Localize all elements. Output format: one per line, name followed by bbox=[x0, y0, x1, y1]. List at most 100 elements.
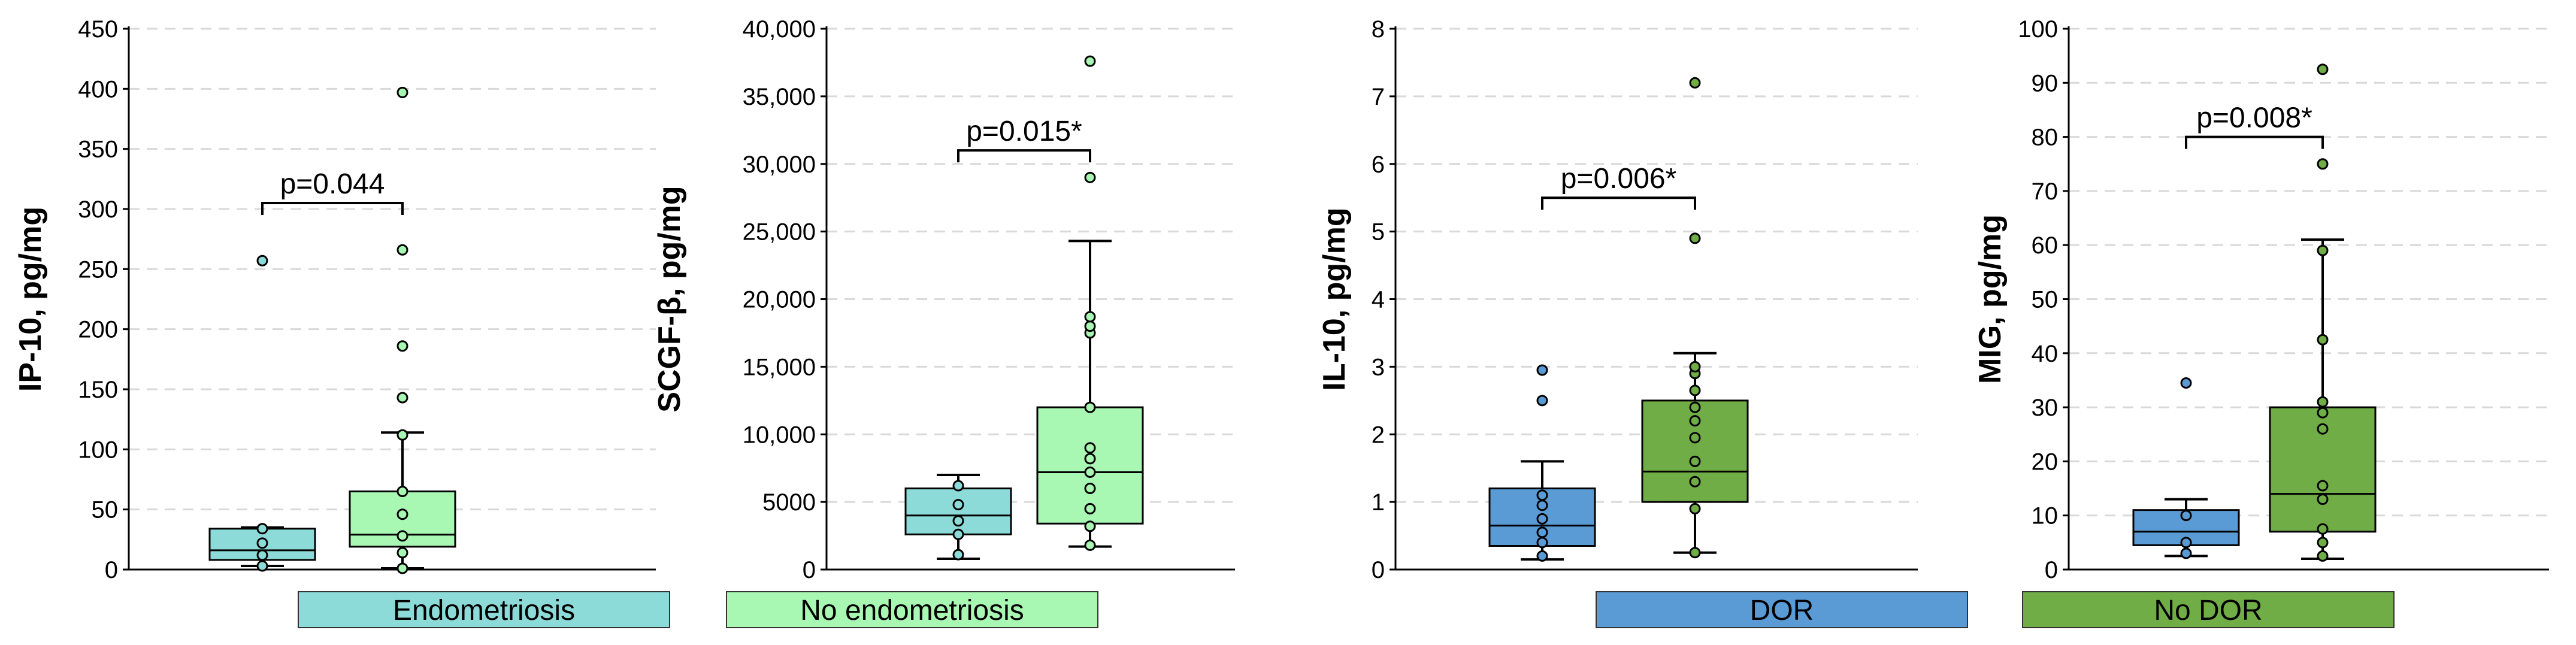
data-point bbox=[2180, 377, 2192, 389]
box-series-2 bbox=[2269, 63, 2377, 562]
y-axis-label: IL-10, pg/mg bbox=[1317, 207, 1352, 390]
pvalue-label: p=0.044 bbox=[280, 168, 385, 200]
data-point bbox=[256, 537, 268, 549]
data-point bbox=[396, 244, 408, 256]
y-tick-label: 30,000 bbox=[743, 152, 816, 178]
y-tick-label: 300 bbox=[78, 196, 118, 223]
legend-label-dor: DOR bbox=[1750, 595, 1814, 626]
data-point bbox=[1689, 401, 1701, 413]
data-point bbox=[1689, 476, 1701, 487]
data-point bbox=[1689, 502, 1701, 514]
data-point bbox=[396, 530, 408, 542]
data-point bbox=[1084, 320, 1096, 332]
y-tick-label: 70 bbox=[2032, 178, 2059, 205]
data-point bbox=[2317, 63, 2329, 75]
data-point bbox=[2317, 396, 2329, 408]
y-tick-label: 90 bbox=[2032, 70, 2059, 96]
legend-swatch-dor bbox=[1596, 591, 1968, 628]
y-tick-label: 25,000 bbox=[743, 219, 816, 246]
pvalue-label: p=0.015* bbox=[966, 116, 1082, 147]
legend-label-no-dor: No DOR bbox=[2154, 595, 2262, 626]
data-point bbox=[1536, 499, 1548, 511]
data-point bbox=[2317, 334, 2329, 346]
chart-panel-3: 0 1 2 3 4 5 6 7 8 IL-10, pg/mg p=0.006* bbox=[1317, 16, 1918, 583]
pvalue-label: p=0.008* bbox=[2196, 102, 2312, 134]
y-tick-label: 3 bbox=[1372, 354, 1385, 380]
y-tick-label: 50 bbox=[2032, 287, 2059, 313]
data-point bbox=[1689, 455, 1701, 467]
data-point bbox=[1689, 547, 1701, 559]
y-tick-label: 0 bbox=[803, 557, 816, 583]
data-point bbox=[396, 86, 408, 98]
y-tick-label: 250 bbox=[78, 256, 118, 283]
data-point bbox=[952, 480, 964, 492]
data-point bbox=[1084, 539, 1096, 551]
y-tick-label: 100 bbox=[78, 437, 118, 463]
data-point bbox=[396, 508, 408, 520]
chart-panel-1: 0 50 100 150 200 250 300 350 400 450 IP-10, pg/mg p… bbox=[13, 16, 656, 583]
data-point bbox=[396, 429, 408, 441]
data-point bbox=[1536, 526, 1548, 538]
box-series-2 bbox=[1036, 55, 1144, 551]
legend-group: Endometriosis No endometriosis DOR No DO… bbox=[298, 591, 2395, 628]
y-axis-label: IP-10, pg/mg bbox=[13, 207, 48, 392]
data-point bbox=[1084, 442, 1096, 454]
legend-swatch-endometriosis bbox=[298, 591, 670, 628]
y-tick-label: 50 bbox=[92, 497, 119, 523]
y-tick-label: 20,000 bbox=[743, 287, 816, 313]
data-point bbox=[256, 549, 268, 561]
pvalue-label: p=0.006* bbox=[1561, 163, 1677, 195]
data-point bbox=[2317, 244, 2329, 256]
legend-label-no-endometriosis: No endometriosis bbox=[800, 595, 1024, 626]
data-point bbox=[396, 340, 408, 352]
data-point bbox=[1084, 401, 1096, 413]
data-point bbox=[1536, 550, 1548, 562]
data-point bbox=[2317, 423, 2329, 435]
y-tick-label: 10,000 bbox=[743, 422, 816, 448]
pvalue-bracket bbox=[1541, 196, 1696, 210]
data-point bbox=[256, 560, 268, 572]
box-iqr bbox=[904, 487, 1012, 535]
chart-panel-2: 0 5000 10,000 15,000 20,000 25,000 30,000 35,00… bbox=[652, 16, 1235, 583]
data-point bbox=[1536, 489, 1548, 501]
y-tick-label: 150 bbox=[78, 377, 118, 403]
legend-swatch-no-endometriosis bbox=[726, 591, 1098, 628]
pvalue-bracket bbox=[2185, 135, 2324, 149]
data-point bbox=[1084, 520, 1096, 532]
data-point bbox=[952, 515, 964, 527]
data-point bbox=[1689, 432, 1701, 444]
y-tick-label: 5000 bbox=[762, 489, 816, 516]
data-point bbox=[396, 547, 408, 559]
y-tick-label: 6 bbox=[1372, 152, 1385, 178]
data-point bbox=[1536, 537, 1548, 549]
chart-panel-4: 0 10 20 30 40 50 60 70 80 90 100 MIG, pg/mg p=0.008* bbox=[1973, 16, 2549, 583]
y-tick-label: 40 bbox=[2032, 341, 2059, 367]
data-point bbox=[1084, 466, 1096, 478]
y-tick-label: 10 bbox=[2032, 503, 2059, 529]
data-point bbox=[396, 392, 408, 404]
data-point bbox=[952, 549, 964, 561]
data-point bbox=[256, 523, 268, 535]
box-series-1 bbox=[208, 255, 316, 572]
data-point bbox=[396, 562, 408, 574]
y-axis-label: MIG, pg/mg bbox=[1973, 214, 2008, 384]
data-point bbox=[1084, 483, 1096, 495]
data-point bbox=[2317, 158, 2329, 170]
data-point bbox=[1084, 311, 1096, 323]
y-tick-label: 1 bbox=[1372, 489, 1385, 516]
legend-label-endometriosis: Endometriosis bbox=[393, 595, 575, 626]
data-point bbox=[2317, 550, 2329, 562]
data-point bbox=[1689, 384, 1701, 396]
y-tick-label: 2 bbox=[1372, 422, 1385, 448]
pvalue-bracket bbox=[957, 149, 1091, 163]
legend-swatch-no-dor bbox=[2022, 591, 2395, 628]
data-point bbox=[2180, 510, 2192, 522]
data-point bbox=[1536, 364, 1548, 376]
y-tick-label: 15,000 bbox=[743, 354, 816, 380]
box-series-2 bbox=[349, 86, 456, 574]
data-point bbox=[1084, 171, 1096, 183]
data-point bbox=[2180, 547, 2192, 559]
y-tick-label: 400 bbox=[78, 76, 118, 102]
data-point bbox=[2317, 407, 2329, 419]
